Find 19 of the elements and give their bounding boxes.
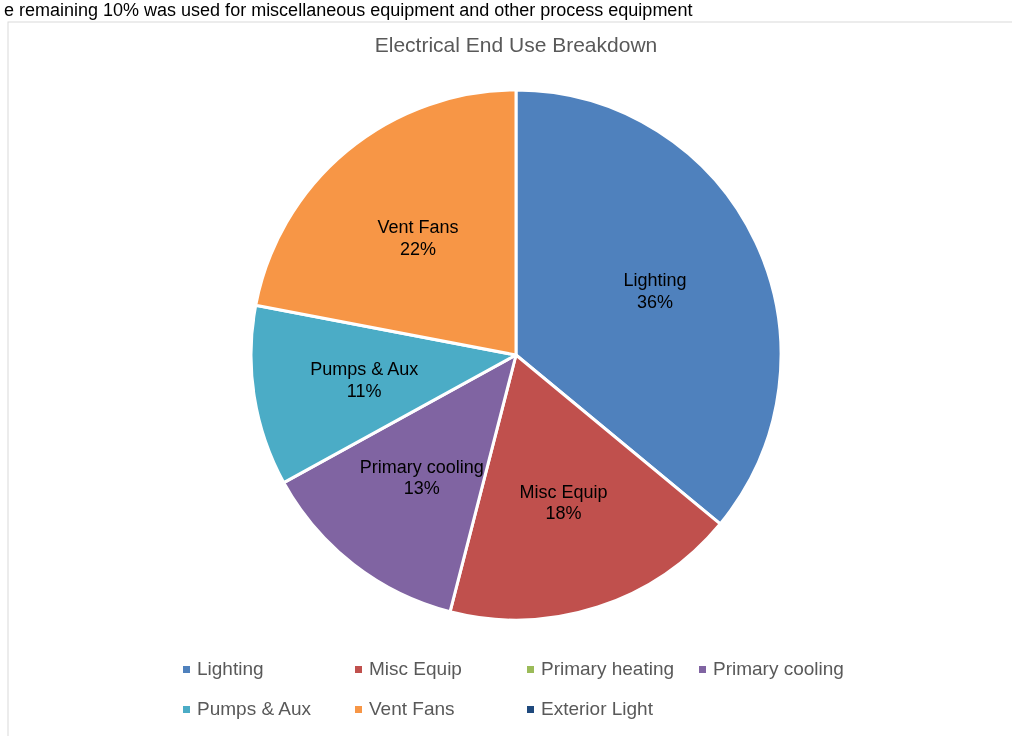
- text: e remaining 10% was used for miscellaneous equipment and other process equipment: [4, 0, 693, 20]
- legend-label: Lighting: [197, 658, 264, 680]
- slice-label: Lighting: [623, 269, 687, 290]
- slice-label: Vent Fans: [377, 216, 459, 237]
- slice-label: Misc Equip: [519, 481, 608, 502]
- legend-label: Pumps & Aux: [197, 698, 312, 720]
- legend-label: Misc Equip: [369, 658, 462, 680]
- slice-label: Pumps & Aux: [310, 359, 419, 380]
- legend-label: Primary cooling: [713, 658, 844, 680]
- data-label: 36%: [637, 291, 674, 312]
- data-label: 18%: [545, 503, 582, 524]
- data-label: 11%: [346, 381, 382, 402]
- slice-label: Primary cooling: [359, 456, 484, 477]
- data-label: 22%: [400, 238, 437, 259]
- data-label: 13%: [403, 478, 440, 499]
- legend-label: Primary heating: [541, 658, 675, 680]
- legend-label: Vent Fans: [369, 698, 455, 720]
- legend-label: Exterior Light: [541, 698, 654, 720]
- chart-title: Electrical End Use Breakdown: [374, 33, 658, 56]
